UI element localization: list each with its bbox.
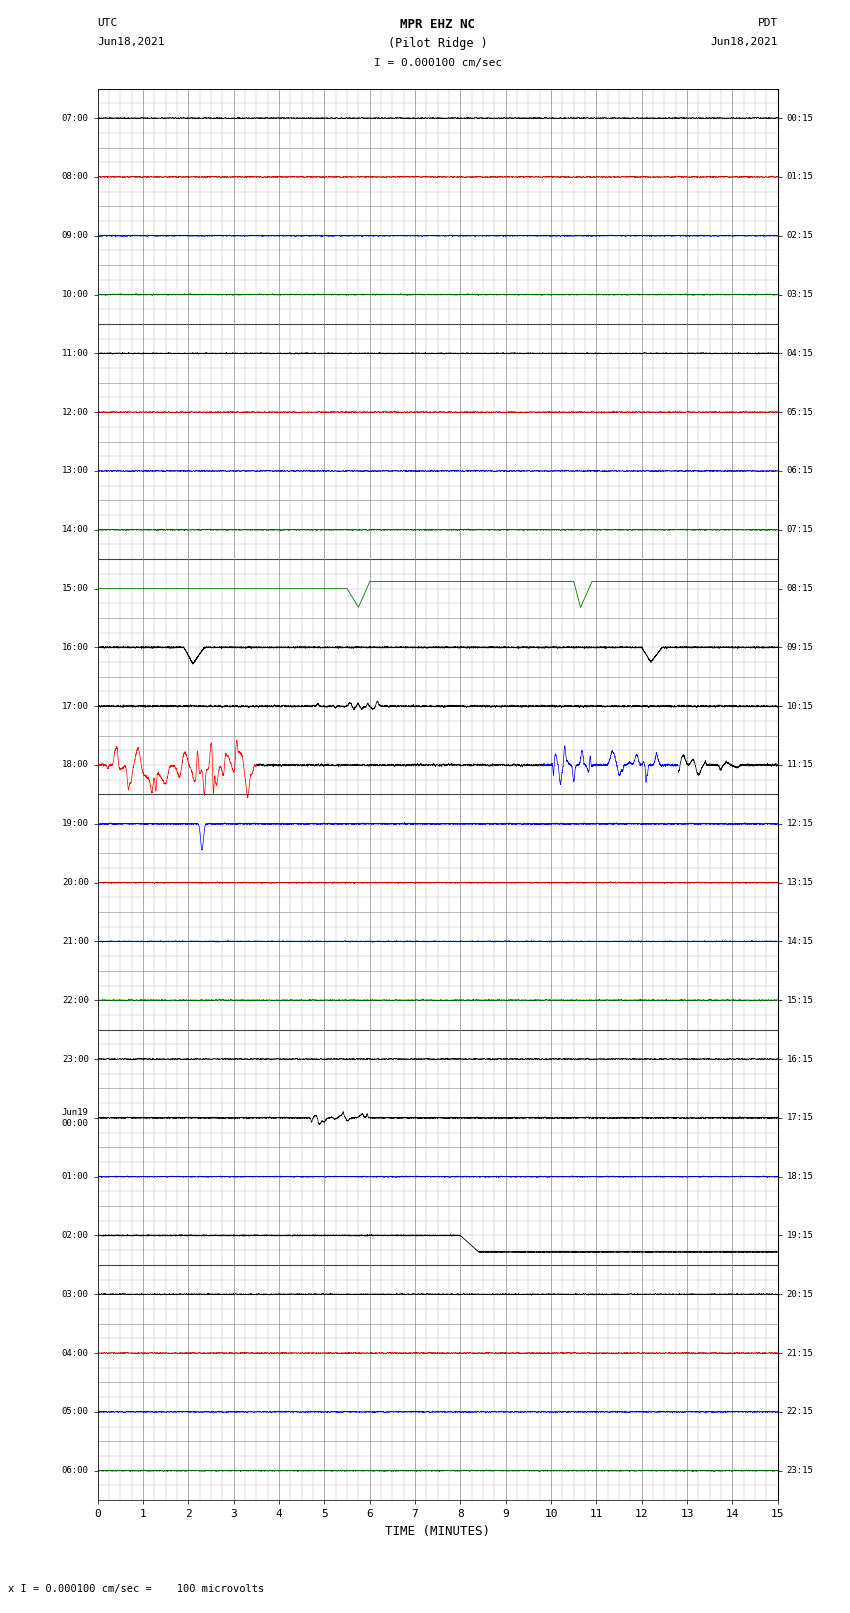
X-axis label: TIME (MINUTES): TIME (MINUTES) bbox=[385, 1524, 490, 1537]
Text: Jun18,2021: Jun18,2021 bbox=[98, 37, 165, 47]
Text: Jun18,2021: Jun18,2021 bbox=[711, 37, 778, 47]
Text: I = 0.000100 cm/sec: I = 0.000100 cm/sec bbox=[374, 58, 502, 68]
Text: PDT: PDT bbox=[757, 18, 778, 27]
Text: x I = 0.000100 cm/sec =    100 microvolts: x I = 0.000100 cm/sec = 100 microvolts bbox=[8, 1584, 264, 1594]
Text: MPR EHZ NC: MPR EHZ NC bbox=[400, 18, 475, 31]
Text: UTC: UTC bbox=[98, 18, 118, 27]
Text: (Pilot Ridge ): (Pilot Ridge ) bbox=[388, 37, 488, 50]
